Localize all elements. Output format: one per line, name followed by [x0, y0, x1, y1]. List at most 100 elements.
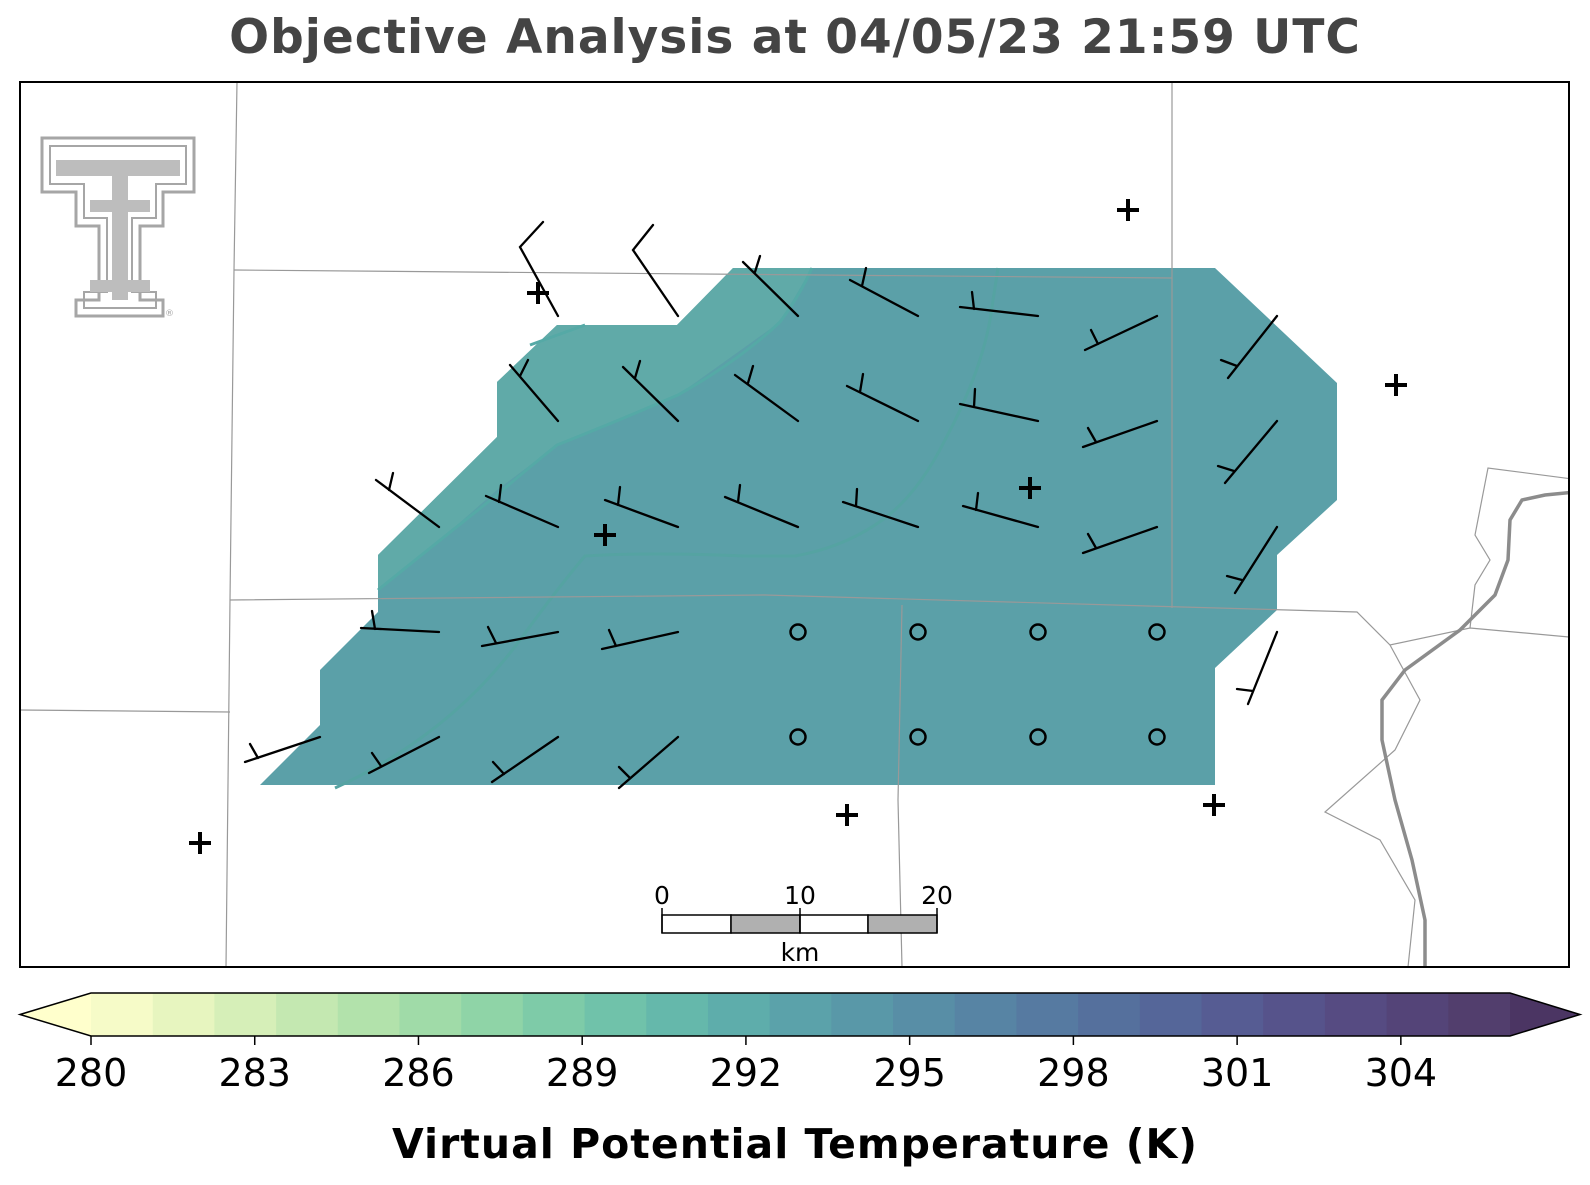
- colorbar-label: Virtual Potential Temperature (K): [392, 1120, 1198, 1168]
- wind-barb: [621, 359, 680, 423]
- colorbar-segment: [893, 993, 956, 1036]
- colorbar-segment: [1139, 993, 1203, 1036]
- wind-barb: [243, 735, 322, 764]
- colorbar-tick-label: 280: [55, 1051, 128, 1095]
- colorbar-segment: [399, 993, 462, 1036]
- station-plus-marker: [1385, 374, 1407, 396]
- colorbar-segment: [954, 993, 1018, 1036]
- wind-barb: [741, 254, 800, 318]
- colorbar-segment: [91, 993, 154, 1036]
- wind-barb: [841, 487, 920, 529]
- scale-bar-unit: km: [781, 938, 820, 967]
- wind-barb: [603, 485, 680, 529]
- wind-barb: [1081, 525, 1159, 555]
- calm-circle: [1029, 623, 1047, 641]
- station-plus-marker: [594, 524, 616, 546]
- texas-tech-double-t-logo: ®: [40, 136, 196, 319]
- calm-circle: [1029, 728, 1047, 746]
- colorbar-segment: [461, 993, 524, 1036]
- colorbar-segment: [152, 993, 215, 1036]
- colorbar-segment: [1263, 993, 1326, 1036]
- station-plus-marker: [1117, 199, 1139, 221]
- colorbar-segment: [1386, 993, 1449, 1036]
- colorbar-segment: [1324, 993, 1388, 1036]
- isotherm-contour-nw: [529, 323, 586, 347]
- colorbar-segment: [214, 993, 277, 1036]
- calm-circle: [909, 623, 927, 641]
- calm-wind-markers: [789, 623, 1166, 746]
- wind-barb: [518, 220, 560, 318]
- wind-barb: [480, 625, 560, 648]
- colorbar-segments: [91, 993, 1511, 1036]
- wind-barb: [484, 483, 560, 529]
- colorbar-segment: [831, 993, 894, 1036]
- scale-bar-tick-20: 20: [921, 881, 953, 910]
- wind-barb: [961, 491, 1040, 529]
- station-plus-marker: [189, 832, 211, 854]
- colorbar-tick-label: 283: [218, 1051, 291, 1095]
- wind-barb: [508, 358, 560, 423]
- colorbar-ticks: 280 283 286 289 292 295 298 301 304: [55, 1036, 1437, 1095]
- wind-barb: [1235, 630, 1279, 706]
- colorbar-segment: [1201, 993, 1264, 1036]
- colorbar-segment: [646, 993, 709, 1036]
- colorbar-tick-label: 289: [546, 1051, 619, 1095]
- colorbar-extend-high: [1510, 993, 1580, 1036]
- wind-barb: [733, 364, 800, 423]
- calm-circle: [789, 623, 807, 641]
- station-plus-marker: [1203, 794, 1225, 816]
- station-plus-marker: [1019, 477, 1041, 499]
- calm-circle: [1148, 623, 1166, 641]
- wind-barb: [1219, 314, 1279, 380]
- calm-circle: [789, 728, 807, 746]
- wind-barb: [1083, 314, 1159, 352]
- colorbar-segment: [1016, 993, 1079, 1036]
- colorbar-segment: [276, 993, 339, 1036]
- wind-barb: [958, 387, 1040, 423]
- wind-barb: [723, 483, 800, 529]
- colorbar-segment: [522, 993, 586, 1036]
- wind-barb: [848, 266, 920, 318]
- wind-barb: [359, 609, 441, 634]
- calm-circle: [909, 728, 927, 746]
- wind-barb: [374, 471, 441, 529]
- colorbar-segment: [337, 993, 401, 1036]
- colorbar-tick-label: 304: [1365, 1051, 1438, 1095]
- wind-barb: [631, 223, 680, 318]
- colorbar-tick-label: 301: [1201, 1051, 1274, 1095]
- wind-barb: [490, 735, 560, 784]
- page-title: Objective Analysis at 04/05/23 21:59 UTC: [229, 10, 1361, 65]
- colorbar-tick-label: 295: [873, 1051, 946, 1095]
- colorbar-segment: [584, 993, 647, 1036]
- colorbar-extend-low: [20, 993, 91, 1036]
- wind-barb: [1225, 525, 1279, 595]
- county-boundaries: [20, 82, 1569, 967]
- colorbar-tick-label: 298: [1037, 1051, 1110, 1095]
- svg-text:®: ®: [165, 309, 174, 319]
- wind-barb: [1216, 419, 1279, 485]
- wind-barb: [617, 735, 680, 790]
- wind-barb: [958, 290, 1040, 318]
- station-plus-marker: [836, 804, 858, 826]
- wind-barb: [845, 372, 920, 423]
- isotherm-contour-west: [334, 267, 1000, 790]
- colorbar-tick-label: 292: [710, 1051, 783, 1095]
- wind-barb: [600, 628, 680, 651]
- scale-bar: 0 10 20 km: [654, 881, 953, 967]
- isotherm-contour-north: [377, 267, 814, 592]
- calm-circle: [1148, 728, 1166, 746]
- wind-barb: [367, 735, 441, 775]
- colorbar-tick-label: 286: [382, 1051, 455, 1095]
- scale-bar-tick-0: 0: [654, 881, 670, 910]
- wind-barb: [1081, 419, 1159, 449]
- scale-bar-tick-10: 10: [784, 881, 816, 910]
- map-frame: [19, 81, 1570, 968]
- colorbar-segment: [769, 993, 832, 1036]
- river: [1380, 490, 1569, 967]
- colorbar-segment: [1448, 993, 1511, 1036]
- colorbar-segment: [707, 993, 771, 1036]
- wind-barbs: [243, 220, 1279, 790]
- colorbar-segment: [1078, 993, 1141, 1036]
